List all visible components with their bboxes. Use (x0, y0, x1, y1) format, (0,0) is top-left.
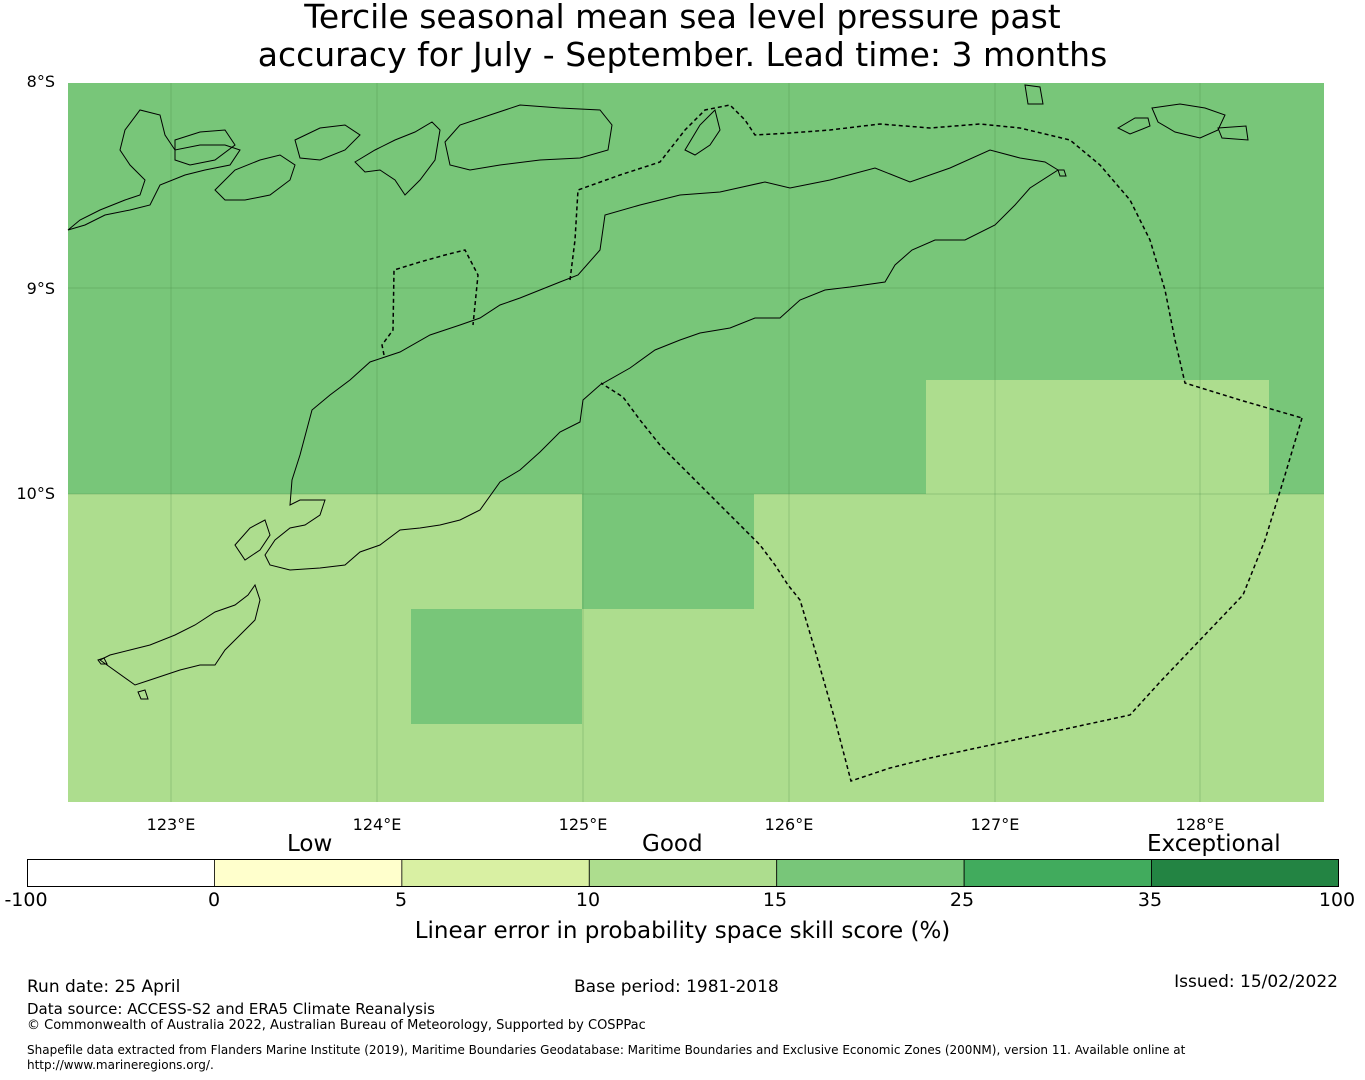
coastline-islet-3 (1151, 103, 1226, 139)
lat-label: 8°S (27, 72, 55, 91)
run-date: Run date: 25 April (27, 977, 181, 997)
lon-label: 124°E (353, 815, 402, 834)
lat-label: 9°S (27, 279, 55, 298)
gridlines (68, 83, 1324, 802)
coastline-rote (99, 583, 261, 686)
lat-label: 10°S (16, 484, 55, 503)
colorbar-tick: 5 (394, 889, 408, 911)
coastline-timor (264, 149, 1059, 571)
issued-date: Issued: 15/02/2022 (1174, 972, 1338, 992)
shapefile-credit: Shapefile data extracted from Flanders M… (27, 1043, 1186, 1057)
eez-timor-leste-south (600, 382, 1303, 782)
coastline-semau (234, 519, 271, 561)
colorbar-tick: 25 (949, 889, 975, 911)
latitude-labels: 8°S 9°S 10°S (16, 72, 55, 503)
shapefile-url: http://www.marineregions.org/. (27, 1058, 214, 1072)
coastline-alor (354, 121, 441, 196)
colorbar-tick: 10 (575, 889, 601, 911)
chart-title: Tercile seasonal mean sea level pressure… (0, 0, 1365, 74)
coastline-islet-1 (1024, 84, 1044, 105)
eez-boundaries (381, 104, 1303, 782)
colorbar-segment (1151, 859, 1339, 887)
category-exceptional: Exceptional (1147, 831, 1281, 857)
colorbar (27, 859, 1339, 887)
colorbar-segment (963, 859, 1152, 887)
colorbar-segments (27, 859, 1339, 887)
category-low: Low (287, 831, 333, 857)
lon-label: 125°E (559, 815, 608, 834)
colorbar-tick: -100 (4, 889, 48, 911)
coastline-pantar (294, 124, 361, 161)
base-period: Base period: 1981-2018 (574, 977, 779, 997)
coastline-lembata (214, 154, 296, 201)
data-source: Data source: ACCESS-S2 and ERA5 Climate … (27, 1000, 435, 1018)
colorbar-segment (588, 859, 778, 887)
coastline-solor (174, 129, 236, 166)
colorbar-tick: 0 (207, 889, 221, 911)
colorbar-segment (214, 859, 403, 887)
title-line-2: accuracy for July - September. Lead time… (257, 35, 1108, 74)
lon-label: 126°E (765, 815, 814, 834)
colorbar-segment (776, 859, 965, 887)
colorbar-tick: 100 (1318, 889, 1356, 911)
coastline-atauro (684, 109, 721, 156)
coastline-islet-7 (1057, 169, 1067, 177)
colorbar-segment (401, 859, 590, 887)
category-good: Good (642, 831, 703, 857)
colorbar-tick: 35 (1137, 889, 1163, 911)
coastline-islet-6 (97, 657, 108, 665)
coastline-islet-4 (1217, 125, 1249, 141)
eez-oecusse (381, 249, 479, 356)
skill-map: 8°S 9°S 10°S 123°E 124°E 125°E 126°E 127… (16, 72, 1324, 834)
colorbar-frame (27, 859, 1339, 887)
cell-east-moderate (926, 380, 1269, 494)
cell-southwest-good (411, 609, 582, 724)
colorbar-tick: 15 (762, 889, 788, 911)
coastline-islet-2 (1116, 117, 1151, 135)
lon-label: 123°E (147, 815, 196, 834)
colorbar-segment (27, 859, 215, 887)
lon-label: 127°E (971, 815, 1020, 834)
copyright: © Commonwealth of Australia 2022, Austra… (27, 1018, 646, 1033)
title-line-1: Tercile seasonal mean sea level pressure… (304, 0, 1061, 36)
cell-center-good (582, 494, 754, 609)
colorbar-label: Linear error in probability space skill … (414, 918, 951, 944)
longitude-labels: 123°E 124°E 125°E 126°E 127°E 128°E (147, 815, 1225, 834)
coastline-wetar (444, 104, 613, 171)
skill-cells (68, 83, 1324, 802)
lon-label: 128°E (1176, 815, 1225, 834)
coastlines (67, 84, 1249, 700)
coastline-islet-5 (137, 689, 149, 700)
eez-timor-leste-north (569, 104, 1303, 419)
